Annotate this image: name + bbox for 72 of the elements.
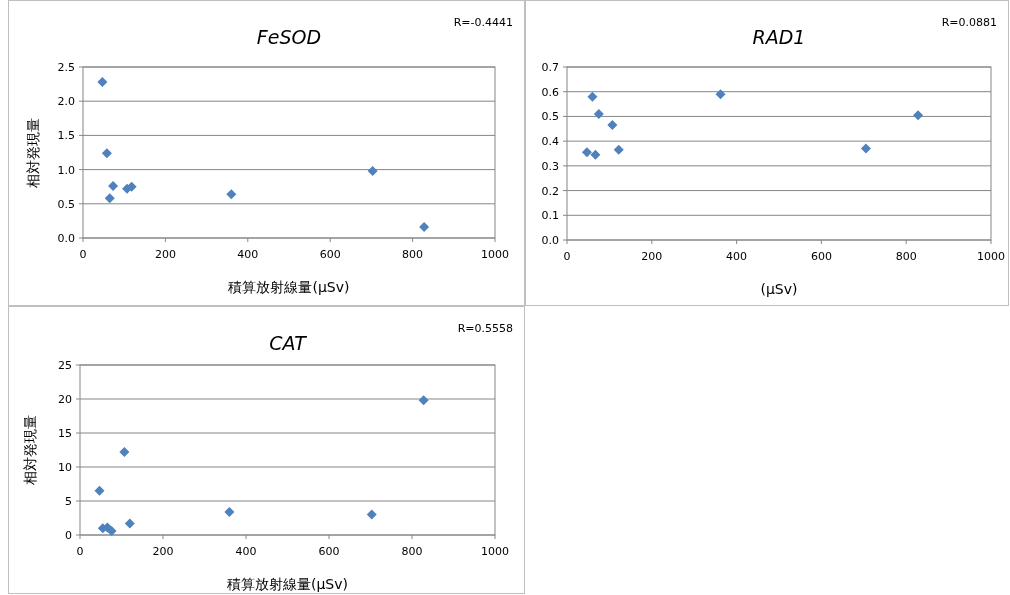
chart-title: FeSOD bbox=[256, 26, 322, 48]
point bbox=[97, 77, 108, 88]
y-tick-label: 20 bbox=[58, 393, 72, 406]
x-tick-label: 1000 bbox=[977, 250, 1005, 263]
x-tick-label: 200 bbox=[641, 250, 663, 263]
y-tick-label: 0.0 bbox=[541, 234, 559, 247]
y-tick-label: 2.5 bbox=[57, 61, 75, 74]
point bbox=[587, 91, 598, 102]
point bbox=[106, 525, 117, 536]
y-tick-label: 0.2 bbox=[541, 184, 559, 198]
point bbox=[119, 447, 130, 458]
text: R=0.0881 bbox=[941, 16, 997, 29]
y-tick-label: 0.5 bbox=[541, 110, 559, 124]
y-tick-label: 0.0 bbox=[57, 232, 75, 245]
x-tick-label: 400 bbox=[237, 248, 259, 261]
x-tick-label: 400 bbox=[235, 545, 257, 558]
y-tick-label: 0.5 bbox=[57, 197, 75, 211]
point bbox=[367, 165, 378, 176]
x-tick-label: 1000 bbox=[481, 545, 509, 558]
x-tick-label: 1000 bbox=[481, 248, 509, 261]
y-tick-label: 0 bbox=[65, 529, 72, 542]
point bbox=[590, 149, 601, 160]
chart-title: RAD1 bbox=[752, 26, 806, 48]
y-tick-label: 0.4 bbox=[541, 135, 559, 149]
x-tick-label: 200 bbox=[152, 545, 174, 558]
point bbox=[94, 485, 105, 496]
y-tick-label: 1.5 bbox=[57, 129, 75, 143]
x-tick-label: 600 bbox=[319, 248, 341, 261]
point bbox=[613, 144, 624, 155]
text: R=0.5558 bbox=[457, 322, 513, 335]
x-tick-label: 0 bbox=[563, 250, 571, 263]
y-tick-label: 0.1 bbox=[541, 209, 559, 223]
chart-title: CAT bbox=[269, 332, 308, 354]
point bbox=[913, 110, 924, 121]
x-tick-label: 0 bbox=[79, 248, 87, 261]
point bbox=[224, 506, 235, 517]
point bbox=[593, 108, 604, 119]
point bbox=[108, 181, 119, 192]
x-tick-label: 800 bbox=[401, 545, 423, 558]
point bbox=[104, 193, 115, 204]
y-tick-label: 10 bbox=[58, 461, 72, 474]
x-axis-title: (μSv) bbox=[760, 281, 798, 297]
point bbox=[124, 518, 135, 529]
x-tick-label: 400 bbox=[726, 250, 748, 263]
x-tick-label: 600 bbox=[318, 545, 340, 558]
point bbox=[607, 120, 618, 131]
point bbox=[715, 89, 726, 100]
y-tick-label: 15 bbox=[58, 427, 72, 440]
y-tick-label: 1.0 bbox=[57, 163, 75, 177]
point bbox=[419, 222, 430, 233]
y-tick-label: 5 bbox=[65, 495, 72, 508]
y-tick-label: 25 bbox=[58, 359, 72, 372]
point bbox=[860, 143, 871, 154]
x-axis-title: 積算放射線量(μSv) bbox=[228, 279, 350, 295]
point bbox=[418, 395, 429, 406]
y-tick-label: 0.7 bbox=[541, 61, 559, 74]
text: R=-0.4441 bbox=[453, 16, 513, 29]
x-tick-label: 800 bbox=[895, 250, 917, 263]
y-axis-title: 相対発現量 bbox=[25, 117, 41, 188]
y-axis-title: 相対発現量 bbox=[22, 415, 38, 485]
x-axis-title: 積算放射線量(μSv) bbox=[226, 576, 349, 592]
point bbox=[101, 148, 112, 159]
x-tick-label: 600 bbox=[810, 250, 832, 263]
y-tick-label: 0.6 bbox=[541, 85, 559, 99]
x-tick-label: 0 bbox=[76, 545, 84, 558]
point bbox=[226, 189, 237, 200]
point bbox=[581, 147, 592, 158]
y-tick-label: 0.3 bbox=[541, 159, 559, 173]
x-tick-label: 800 bbox=[402, 248, 424, 261]
point bbox=[366, 509, 377, 520]
y-tick-label: 2.0 bbox=[57, 95, 75, 109]
x-tick-label: 200 bbox=[154, 248, 176, 261]
